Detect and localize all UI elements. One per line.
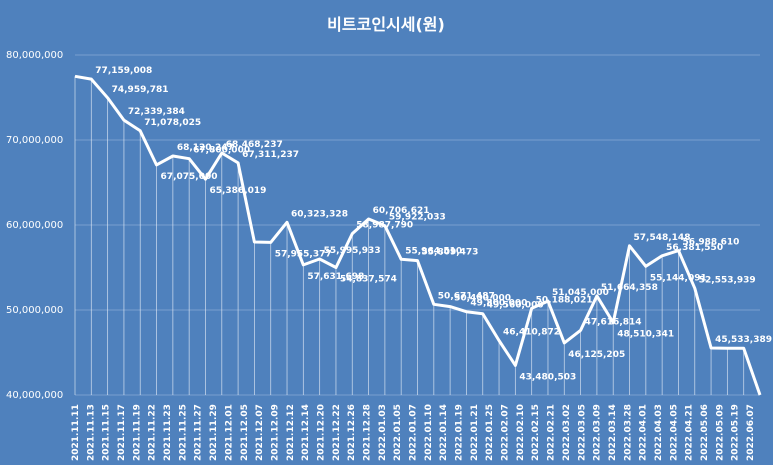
data-label: 56,381,550 — [666, 243, 723, 253]
data-label: 68,468,237 — [226, 140, 283, 150]
x-tick-label: 2021.11.13 — [86, 404, 96, 461]
data-label: 67,800,000 — [193, 146, 250, 156]
x-tick-label: 2021.11.25 — [178, 404, 188, 461]
y-tick-label: 40,000,000 — [6, 390, 63, 401]
x-axis-ticks: 2021.11.11 2021.11.13 2021.11.15 2021.11.17… — [71, 404, 756, 461]
x-tick-label: 2022.05.19 — [731, 404, 741, 461]
data-label: 46,410,872 — [503, 328, 560, 338]
y-axis-ticks: 40,000,000 50,000,000 60,000,000 70,000,000… — [6, 50, 63, 401]
x-tick-label: 2022.04.05 — [669, 404, 679, 461]
data-label: 56,988,610 — [682, 238, 739, 248]
data-label: 47,616,814 — [585, 317, 642, 327]
x-tick-label: 2021.11.19 — [132, 404, 142, 461]
x-tick-label: 2021.12.28 — [362, 404, 372, 461]
x-tick-label: 2022.01.10 — [424, 404, 434, 461]
x-tick-label: 2021.11.11 — [71, 404, 81, 461]
data-label: 57,548,148 — [634, 233, 691, 243]
x-tick-label: 2022.02.21 — [547, 404, 557, 461]
x-tick-label: 2021.11.17 — [117, 404, 127, 461]
data-label: 68,120,247 — [177, 143, 234, 153]
data-label: 74,959,781 — [112, 85, 169, 95]
data-label: 77,159,008 — [95, 66, 152, 76]
data-label: 51,664,358 — [601, 283, 658, 293]
data-label: 50,400,000 — [454, 294, 511, 304]
data-label: 46,125,205 — [568, 350, 625, 360]
x-tick-label: 2021.11.27 — [194, 404, 204, 461]
x-tick-label: 2022.03.28 — [623, 404, 633, 461]
x-tick-label: 2022.04.01 — [639, 404, 649, 461]
chart-title: 비트코인시세(원) — [327, 15, 445, 34]
x-tick-label: 2022.04.21 — [685, 404, 695, 461]
data-label: 72,339,384 — [128, 107, 185, 117]
x-tick-label: 2022.03.14 — [608, 404, 618, 461]
series-line — [74, 74, 762, 396]
data-label: 57,955,377 — [275, 249, 332, 259]
y-tick-label: 50,000,000 — [6, 305, 63, 316]
x-tick-label: 2021.12.20 — [316, 404, 326, 461]
data-label: 54,837,574 — [340, 275, 397, 285]
data-label: 65,386,019 — [209, 186, 266, 196]
x-tick-label: 2021.12.01 — [224, 404, 234, 461]
data-label: 58,987,790 — [356, 221, 413, 231]
x-tick-label: 2022.01.25 — [485, 404, 495, 461]
x-tick-label: 2022.01.19 — [455, 404, 465, 461]
data-label: 57,631,698 — [307, 272, 364, 282]
data-label: 51,045,000 — [552, 288, 609, 298]
x-tick-label: 2022.04.03 — [654, 404, 664, 461]
x-tick-label: 2021.11.15 — [102, 404, 112, 461]
data-labels: 77,159,008 74,959,781 72,339,38471,078,025… — [95, 66, 772, 382]
x-tick-label: 2022.01.05 — [393, 404, 403, 461]
data-label: 59,922,033 — [389, 213, 446, 223]
y-tick-label: 70,000,000 — [6, 135, 63, 146]
x-tick-label: 2022.05.09 — [715, 404, 725, 461]
data-label: 55,995,933 — [324, 246, 381, 256]
x-tick-label: 2022.03.05 — [577, 404, 587, 461]
x-tick-label: 2021.11.23 — [163, 404, 173, 461]
data-label: 43,480,503 — [519, 372, 576, 382]
x-tick-label: 2021.12.26 — [347, 404, 357, 461]
data-label: 55,964,510 — [405, 246, 462, 256]
data-label: 55,809,473 — [422, 248, 479, 258]
data-label: 67,311,237 — [242, 150, 299, 160]
x-tick-label: 2022.02.10 — [516, 404, 526, 461]
drop-lines — [74, 76, 745, 395]
data-label: 67,075,000 — [161, 172, 218, 182]
x-tick-label: 2021.11.29 — [209, 404, 219, 461]
x-tick-label: 2022.02.15 — [531, 404, 541, 461]
x-tick-label: 2022.01.07 — [409, 404, 419, 461]
data-label: 49,560,000 — [487, 301, 544, 311]
data-label: 50,671,487 — [438, 291, 495, 301]
data-label: 49,800,000 — [470, 299, 527, 309]
x-tick-label: 2021.12.14 — [301, 404, 311, 461]
x-tick-label: 2022.01.14 — [439, 404, 449, 461]
x-tick-label: 2021.12.09 — [270, 404, 280, 461]
x-tick-label: 2021.12.22 — [332, 404, 342, 461]
data-label: 48,510,341 — [617, 330, 674, 340]
x-tick-label: 2021.12.07 — [255, 404, 265, 461]
data-label: 60,323,328 — [291, 209, 348, 219]
data-label: 50,188,021 — [536, 295, 593, 305]
y-tick-label: 80,000,000 — [6, 50, 63, 61]
x-tick-label: 2022.03.02 — [562, 404, 572, 461]
x-tick-label: 2022.06.07 — [746, 404, 756, 461]
x-tick-label: 2022.03.09 — [593, 404, 603, 461]
data-label: 60,706,621 — [373, 206, 430, 216]
data-label: 55,144,091 — [650, 273, 707, 283]
x-tick-label: 2022.05.06 — [700, 404, 710, 461]
x-tick-label: 2022.02.07 — [501, 404, 511, 461]
data-label: 52,553,939 — [699, 275, 756, 285]
data-label: 71,078,025 — [144, 118, 201, 128]
x-tick-label: 2022.01.21 — [470, 404, 480, 461]
x-tick-label: 2021.12.05 — [240, 404, 250, 461]
x-tick-label: 2022.01.03 — [378, 404, 388, 461]
x-tick-label: 2021.11.22 — [148, 404, 158, 461]
y-tick-label: 60,000,000 — [6, 220, 63, 231]
x-tick-label: 2021.12.12 — [286, 404, 296, 461]
data-label: 45,533,389 — [715, 335, 772, 345]
